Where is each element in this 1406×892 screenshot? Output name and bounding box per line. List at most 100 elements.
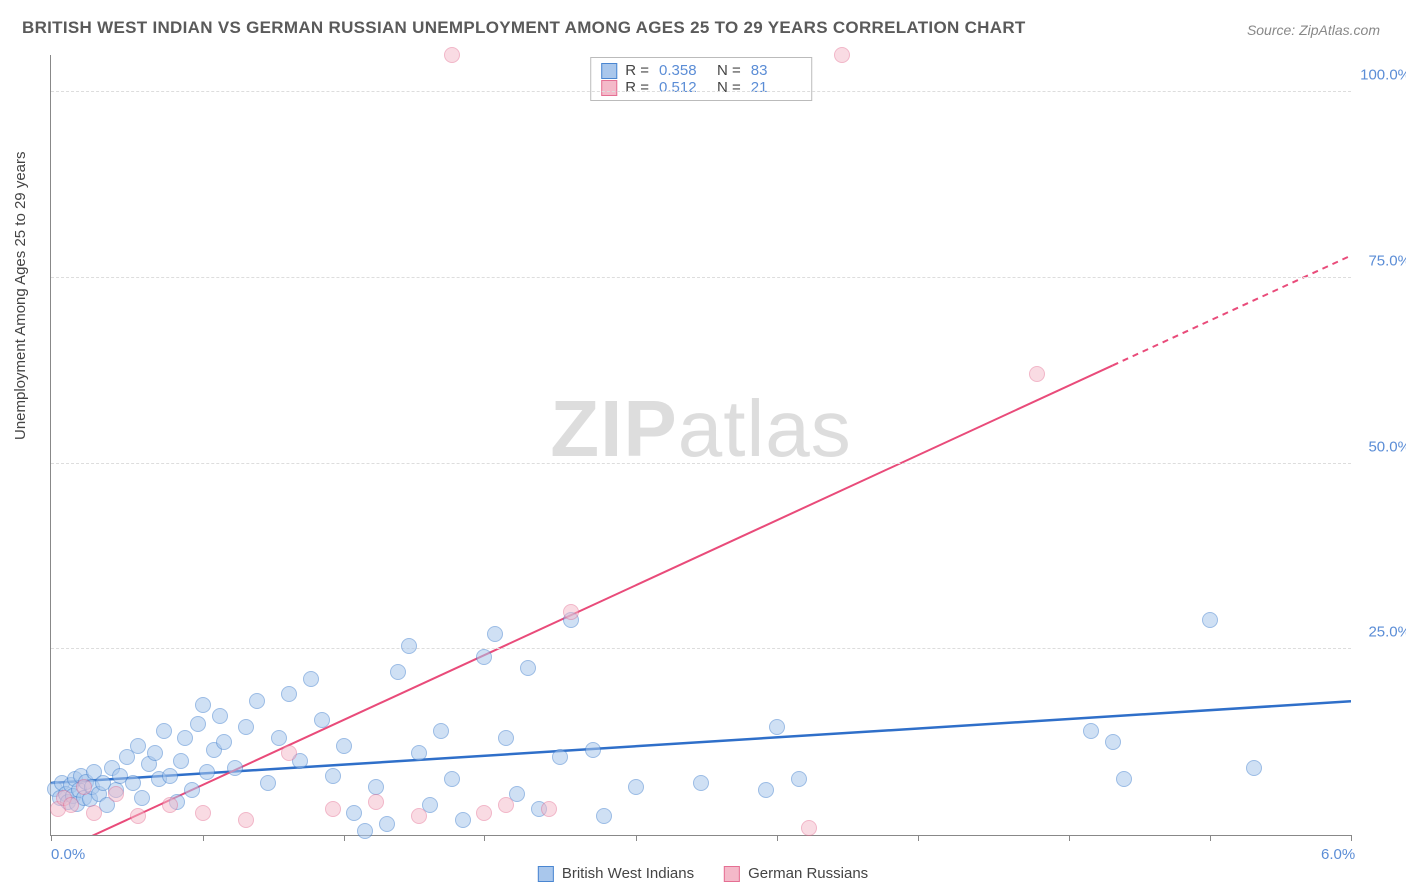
data-point xyxy=(444,771,460,787)
data-point xyxy=(162,768,178,784)
data-point xyxy=(162,797,178,813)
legend-swatch xyxy=(538,866,554,882)
x-tick-label: 0.0% xyxy=(51,846,85,863)
data-point xyxy=(368,779,384,795)
data-point xyxy=(401,638,417,654)
data-point xyxy=(1116,771,1132,787)
x-tick xyxy=(203,835,204,841)
y-tick-label: 100.0% xyxy=(1360,67,1406,84)
legend-n-value: 21 xyxy=(751,79,801,96)
data-point xyxy=(212,708,228,724)
data-point xyxy=(336,738,352,754)
chart-title: BRITISH WEST INDIAN VS GERMAN RUSSIAN UN… xyxy=(22,18,1026,38)
x-tick xyxy=(918,835,919,841)
x-tick xyxy=(1069,835,1070,841)
data-point xyxy=(249,693,265,709)
gridline xyxy=(51,277,1351,278)
legend-swatch xyxy=(601,63,617,79)
data-point xyxy=(390,664,406,680)
data-point xyxy=(368,794,384,810)
data-point xyxy=(86,805,102,821)
data-point xyxy=(758,782,774,798)
legend-row: R =0.358N =83 xyxy=(601,62,801,79)
data-point xyxy=(195,697,211,713)
data-point xyxy=(1105,734,1121,750)
data-point xyxy=(125,775,141,791)
data-point xyxy=(444,47,460,63)
data-point xyxy=(130,738,146,754)
data-point xyxy=(1202,612,1218,628)
data-point xyxy=(769,719,785,735)
correlation-legend: R =0.358N =83R = 0.512 N = 21 xyxy=(590,57,812,101)
data-point xyxy=(520,660,536,676)
legend-r-label: R = xyxy=(625,79,649,96)
legend-n-label: N = xyxy=(717,79,741,96)
x-tick xyxy=(344,835,345,841)
data-point xyxy=(411,808,427,824)
data-point xyxy=(227,760,243,776)
data-point xyxy=(76,779,92,795)
data-point xyxy=(498,730,514,746)
data-point xyxy=(177,730,193,746)
x-tick xyxy=(1351,835,1352,841)
data-point xyxy=(325,801,341,817)
legend-item: British West Indians xyxy=(538,865,694,882)
data-point xyxy=(314,712,330,728)
data-point xyxy=(271,730,287,746)
x-tick-label: 6.0% xyxy=(1321,846,1355,863)
data-point xyxy=(585,742,601,758)
source-attribution: Source: ZipAtlas.com xyxy=(1247,22,1380,38)
data-point xyxy=(476,649,492,665)
data-point xyxy=(199,764,215,780)
data-point xyxy=(552,749,568,765)
data-point xyxy=(834,47,850,63)
data-point xyxy=(173,753,189,769)
data-point xyxy=(325,768,341,784)
data-point xyxy=(130,808,146,824)
legend-label: British West Indians xyxy=(562,865,694,882)
data-point xyxy=(260,775,276,791)
data-point xyxy=(1083,723,1099,739)
gridline xyxy=(51,91,1351,92)
data-point xyxy=(801,820,817,836)
data-point xyxy=(238,812,254,828)
legend-n-label: N = xyxy=(717,62,741,79)
data-point xyxy=(346,805,362,821)
y-tick-label: 75.0% xyxy=(1368,252,1406,269)
data-point xyxy=(281,745,297,761)
trend-lines xyxy=(51,55,1351,835)
legend-label: German Russians xyxy=(748,865,868,882)
data-point xyxy=(791,771,807,787)
data-point xyxy=(108,786,124,802)
y-axis-label: Unemployment Among Ages 25 to 29 years xyxy=(12,151,29,440)
data-point xyxy=(455,812,471,828)
data-point xyxy=(541,801,557,817)
data-point xyxy=(190,716,206,732)
data-point xyxy=(156,723,172,739)
data-point xyxy=(357,823,373,839)
data-point xyxy=(487,626,503,642)
data-point xyxy=(379,816,395,832)
x-tick xyxy=(636,835,637,841)
plot-area: ZIPatlas R =0.358N =83R =0.512N =21 25.0… xyxy=(50,55,1351,836)
gridline xyxy=(51,463,1351,464)
y-tick-label: 25.0% xyxy=(1368,624,1406,641)
gridline xyxy=(51,648,1351,649)
data-point xyxy=(63,797,79,813)
data-point xyxy=(433,723,449,739)
data-point xyxy=(563,604,579,620)
data-point xyxy=(1029,366,1045,382)
data-point xyxy=(195,805,211,821)
data-point xyxy=(596,808,612,824)
legend-swatch xyxy=(601,80,617,96)
legend-swatch xyxy=(724,866,740,882)
x-tick xyxy=(51,835,52,841)
data-point xyxy=(411,745,427,761)
data-point xyxy=(238,719,254,735)
data-point xyxy=(476,805,492,821)
x-tick xyxy=(777,835,778,841)
x-tick xyxy=(484,835,485,841)
data-point xyxy=(147,745,163,761)
data-point xyxy=(1246,760,1262,776)
legend-r-value: 0.512 xyxy=(659,79,709,96)
